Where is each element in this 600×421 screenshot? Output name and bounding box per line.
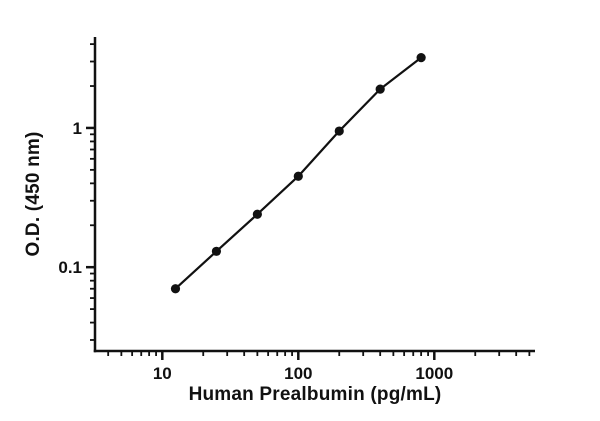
data-point	[416, 53, 426, 63]
data-point	[211, 246, 222, 256]
x-axis-title: Human Prealbumin (pg/mL)	[188, 384, 442, 405]
x-tick-label: 10	[153, 364, 172, 383]
x-tick-label: 1000	[415, 364, 453, 383]
data-point	[375, 84, 385, 94]
data-point	[252, 209, 262, 219]
x-tick-label: 100	[284, 364, 312, 383]
y-axis-title: O.D. (450 nm)	[23, 131, 44, 257]
data-point	[293, 171, 303, 181]
y-tick-label: 0.1	[58, 258, 82, 277]
data-point	[334, 126, 344, 136]
y-tick-label: 1	[73, 119, 82, 138]
data-point	[170, 284, 181, 294]
